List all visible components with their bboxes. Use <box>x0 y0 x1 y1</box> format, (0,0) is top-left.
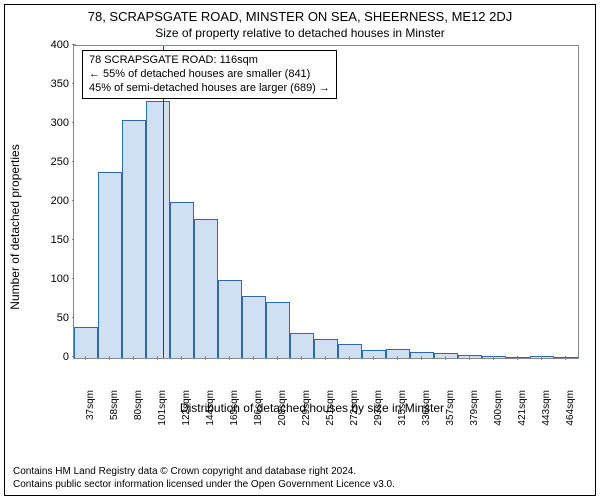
y-tick-label: 50 <box>39 312 69 324</box>
x-tick-mark <box>493 356 494 360</box>
histogram-bar <box>194 219 218 358</box>
x-tick-mark <box>109 356 110 360</box>
x-tick-mark <box>301 356 302 360</box>
histogram-bar <box>146 101 170 358</box>
annotation-line1: 78 SCRAPSGATE ROAD: 116sqm <box>89 54 330 68</box>
x-tick-mark <box>565 356 566 360</box>
x-tick-mark <box>349 356 350 360</box>
histogram-bar <box>242 296 266 358</box>
x-tick-mark <box>253 356 254 360</box>
histogram-bar <box>170 202 194 358</box>
footer-line2: Contains public sector information licen… <box>13 479 395 492</box>
histogram-bar <box>290 333 314 358</box>
y-tick-label: 400 <box>39 39 69 51</box>
y-axis-label: Number of detached properties <box>8 144 22 309</box>
y-tick-label: 150 <box>39 234 69 246</box>
histogram-bar <box>98 172 122 358</box>
y-tick-label: 250 <box>39 156 69 168</box>
x-tick-mark <box>133 356 134 360</box>
x-tick-mark <box>325 356 326 360</box>
x-tick-mark <box>517 356 518 360</box>
chart-frame: 78, SCRAPSGATE ROAD, MINSTER ON SEA, SHE… <box>4 4 596 496</box>
histogram-bar <box>74 327 98 358</box>
plot-area: 78 SCRAPSGATE ROAD: 116sqm ← 55% of deta… <box>73 45 579 359</box>
x-tick-mark <box>541 356 542 360</box>
footer-text: Contains HM Land Registry data © Crown c… <box>13 466 395 491</box>
chart-area: Number of detached properties 0501001502… <box>39 45 585 409</box>
x-tick-mark <box>421 356 422 360</box>
y-tick-label: 300 <box>39 117 69 129</box>
x-tick-mark <box>157 356 158 360</box>
x-tick-mark <box>205 356 206 360</box>
y-tick-label: 350 <box>39 78 69 90</box>
x-axis-label: Distribution of detached houses by size … <box>39 401 585 415</box>
histogram-bar <box>266 302 290 358</box>
x-tick-mark <box>85 356 86 360</box>
y-tick-label: 200 <box>39 195 69 207</box>
x-tick-mark <box>277 356 278 360</box>
x-tick-mark <box>445 356 446 360</box>
annotation-box: 78 SCRAPSGATE ROAD: 116sqm ← 55% of deta… <box>82 50 337 99</box>
histogram-bar <box>218 280 242 358</box>
x-tick-mark <box>397 356 398 360</box>
chart-title-line2: Size of property relative to detached ho… <box>5 26 595 40</box>
x-tick-mark <box>181 356 182 360</box>
x-tick-mark <box>229 356 230 360</box>
footer-line1: Contains HM Land Registry data © Crown c… <box>13 466 395 479</box>
histogram-bar <box>122 120 146 358</box>
annotation-line2: ← 55% of detached houses are smaller (84… <box>89 68 330 82</box>
chart-title-line1: 78, SCRAPSGATE ROAD, MINSTER ON SEA, SHE… <box>5 9 595 24</box>
annotation-line3: 45% of semi-detached houses are larger (… <box>89 82 330 96</box>
y-tick-label: 100 <box>39 273 69 285</box>
x-tick-mark <box>373 356 374 360</box>
x-tick-mark <box>469 356 470 360</box>
y-tick-label: 0 <box>39 351 69 363</box>
